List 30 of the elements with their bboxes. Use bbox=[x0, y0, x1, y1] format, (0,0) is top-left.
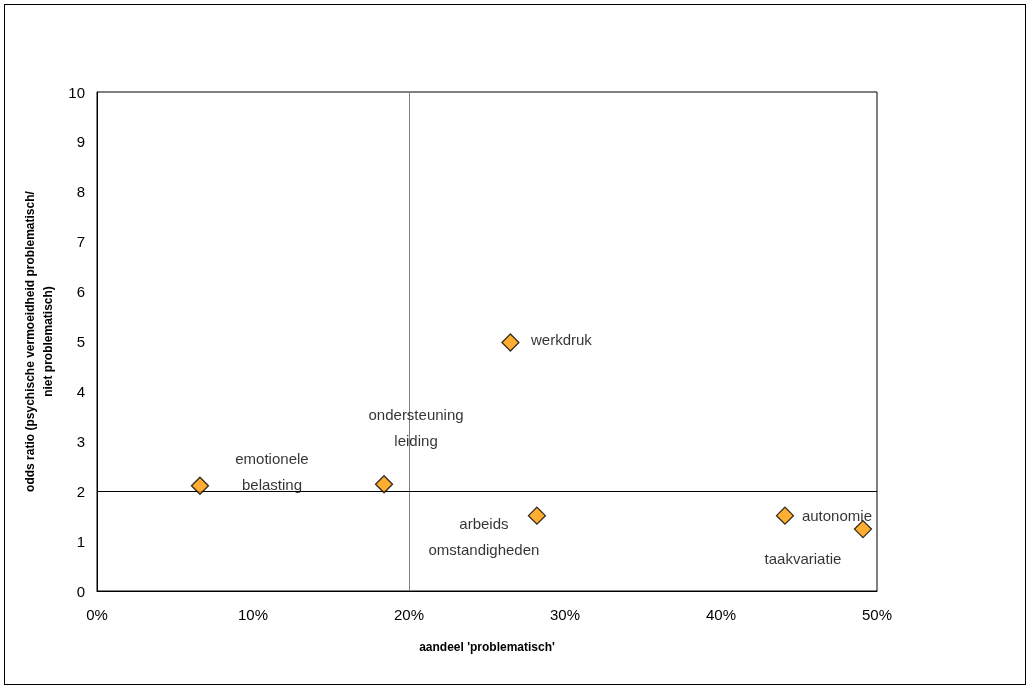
x-tick-label: 30% bbox=[549, 606, 581, 623]
x-tick-label: 20% bbox=[393, 606, 425, 623]
annotation: taakvariatie bbox=[764, 549, 842, 567]
x-tick-label: 50% bbox=[861, 606, 893, 623]
y-axis-title: odds ratio (psychische vermoeidheid problematisch/ niet problematisch) bbox=[23, 190, 55, 492]
y-tick-label: 10 bbox=[68, 83, 85, 101]
point bbox=[853, 519, 873, 539]
y-tick-label: 7 bbox=[76, 233, 85, 251]
y-tick-label: 6 bbox=[76, 283, 85, 301]
y-tick-label: 2 bbox=[76, 482, 85, 500]
y-tick-label: 3 bbox=[76, 432, 85, 450]
point bbox=[501, 333, 520, 352]
y-tick-label: 5 bbox=[76, 333, 85, 350]
annotation: emotionele belasting bbox=[235, 450, 309, 494]
point bbox=[190, 476, 210, 495]
point bbox=[527, 506, 547, 525]
y-tick-label: 9 bbox=[76, 133, 85, 151]
y-tick-label: 8 bbox=[76, 183, 85, 201]
annotation: arbeids omstandigheden bbox=[428, 515, 540, 559]
point bbox=[374, 475, 394, 494]
y-tick-label: 1 bbox=[76, 532, 85, 550]
annotation: werkdruk bbox=[529, 331, 593, 348]
x-tick-label: 10% bbox=[237, 606, 269, 623]
x-tick-label: 0% bbox=[86, 606, 108, 623]
y-tick-label: 4 bbox=[76, 382, 85, 400]
annotation: autonomie bbox=[801, 507, 872, 525]
y-tick-label: 0 bbox=[76, 582, 85, 600]
point bbox=[775, 506, 795, 525]
x-tick-label: 40% bbox=[705, 606, 737, 623]
x-axis-title: aandeel 'problematisch' bbox=[419, 640, 556, 654]
